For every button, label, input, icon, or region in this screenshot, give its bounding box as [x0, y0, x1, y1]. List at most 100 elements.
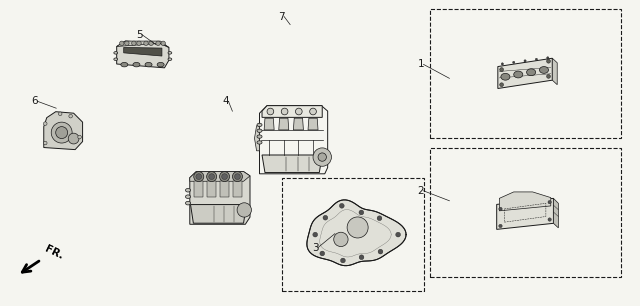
Circle shape — [56, 127, 68, 139]
Circle shape — [513, 61, 515, 64]
Circle shape — [156, 41, 161, 46]
Circle shape — [221, 174, 227, 180]
Ellipse shape — [257, 141, 262, 144]
Polygon shape — [191, 205, 246, 223]
Text: 5: 5 — [136, 30, 143, 39]
Circle shape — [499, 224, 502, 228]
Circle shape — [313, 148, 332, 166]
Circle shape — [548, 218, 551, 221]
Circle shape — [78, 135, 81, 139]
Polygon shape — [190, 172, 250, 181]
Circle shape — [547, 57, 549, 59]
Circle shape — [69, 114, 72, 118]
Polygon shape — [233, 181, 242, 197]
Polygon shape — [262, 106, 322, 118]
Ellipse shape — [168, 58, 172, 61]
Circle shape — [235, 174, 241, 180]
Circle shape — [377, 216, 382, 221]
Text: 7: 7 — [278, 12, 285, 22]
Circle shape — [318, 153, 326, 161]
Circle shape — [378, 249, 383, 254]
Circle shape — [339, 203, 344, 208]
Polygon shape — [498, 58, 552, 88]
Circle shape — [359, 255, 364, 259]
Circle shape — [501, 63, 504, 65]
Circle shape — [132, 41, 136, 46]
Polygon shape — [190, 172, 250, 224]
Circle shape — [359, 210, 364, 215]
Circle shape — [44, 141, 47, 145]
Circle shape — [68, 133, 79, 144]
Circle shape — [137, 41, 141, 46]
Circle shape — [499, 207, 502, 211]
Circle shape — [44, 122, 47, 125]
Polygon shape — [308, 118, 318, 130]
Ellipse shape — [186, 201, 191, 205]
Ellipse shape — [186, 188, 191, 192]
Polygon shape — [44, 112, 83, 150]
Polygon shape — [116, 41, 169, 68]
Ellipse shape — [257, 123, 262, 127]
Circle shape — [296, 108, 302, 115]
Circle shape — [209, 174, 214, 180]
Circle shape — [500, 68, 504, 72]
Circle shape — [161, 41, 165, 46]
Circle shape — [194, 172, 204, 182]
Circle shape — [58, 112, 62, 116]
Ellipse shape — [501, 73, 510, 80]
Polygon shape — [279, 118, 289, 130]
Text: 2: 2 — [417, 186, 424, 196]
Polygon shape — [307, 200, 406, 266]
Circle shape — [220, 172, 230, 182]
Circle shape — [548, 200, 551, 204]
Ellipse shape — [186, 195, 191, 199]
Polygon shape — [499, 192, 551, 211]
Circle shape — [196, 174, 202, 180]
Ellipse shape — [257, 135, 262, 138]
Circle shape — [232, 172, 243, 182]
Polygon shape — [124, 47, 162, 56]
Circle shape — [120, 41, 124, 46]
Ellipse shape — [257, 129, 262, 132]
Text: 3: 3 — [312, 243, 319, 252]
Ellipse shape — [114, 52, 118, 54]
Circle shape — [267, 108, 274, 115]
Polygon shape — [255, 126, 259, 151]
Ellipse shape — [145, 62, 152, 67]
Circle shape — [125, 41, 129, 46]
Circle shape — [347, 217, 368, 238]
Polygon shape — [554, 198, 558, 228]
Circle shape — [340, 258, 346, 263]
Circle shape — [310, 108, 316, 115]
Circle shape — [500, 83, 504, 87]
Circle shape — [524, 60, 526, 62]
Circle shape — [396, 232, 401, 237]
Polygon shape — [262, 155, 322, 173]
Ellipse shape — [527, 69, 536, 76]
Circle shape — [144, 41, 148, 46]
Polygon shape — [116, 41, 169, 47]
Ellipse shape — [168, 52, 172, 54]
Circle shape — [547, 74, 550, 78]
Circle shape — [237, 203, 252, 217]
Circle shape — [333, 232, 348, 247]
Text: 6: 6 — [31, 96, 38, 106]
Polygon shape — [220, 181, 229, 197]
Ellipse shape — [121, 62, 128, 67]
Ellipse shape — [157, 62, 164, 67]
Polygon shape — [293, 118, 303, 130]
Circle shape — [313, 232, 317, 237]
Circle shape — [547, 59, 550, 63]
Text: 1: 1 — [417, 59, 424, 69]
Polygon shape — [207, 181, 216, 197]
Ellipse shape — [114, 58, 118, 61]
Ellipse shape — [540, 66, 548, 73]
Text: FR.: FR. — [44, 244, 65, 262]
Circle shape — [323, 215, 328, 220]
Polygon shape — [552, 58, 557, 85]
Ellipse shape — [133, 62, 140, 67]
Text: 4: 4 — [223, 96, 229, 106]
Polygon shape — [497, 198, 554, 230]
Circle shape — [207, 172, 217, 182]
Polygon shape — [264, 118, 274, 130]
